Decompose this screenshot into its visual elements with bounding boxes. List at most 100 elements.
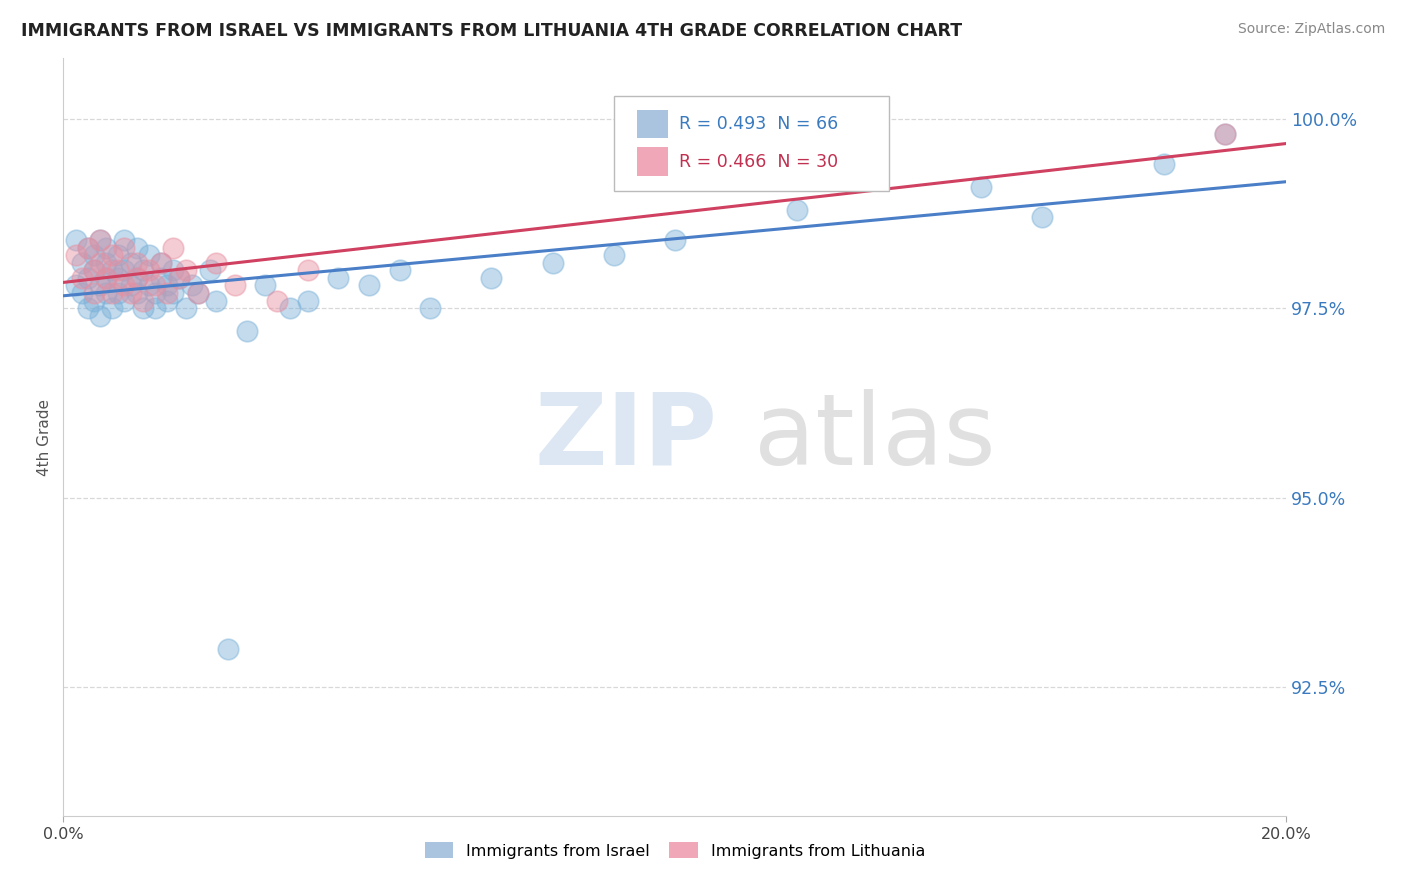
Point [156, 278, 179, 293]
Point [89, 256, 111, 270]
Point [83, 293, 105, 308]
Point [94, 271, 117, 285]
Point [162, 263, 184, 277]
Point [83, 248, 105, 262]
Point [541, 256, 564, 270]
Point [107, 271, 129, 285]
Point [297, 263, 319, 277]
Point [83, 263, 105, 277]
Point [138, 248, 160, 262]
Point [156, 286, 179, 301]
Point [357, 278, 380, 293]
Point [138, 278, 160, 293]
Point [162, 241, 184, 255]
Point [65, 233, 87, 247]
Point [180, 278, 202, 293]
Point [150, 256, 173, 270]
Point [65, 248, 87, 262]
Point [125, 271, 148, 285]
Point [162, 286, 184, 301]
Point [266, 293, 288, 308]
Text: ZIP: ZIP [534, 389, 717, 485]
Point [125, 241, 148, 255]
Point [1031, 211, 1053, 225]
Point [114, 278, 135, 293]
Point [94, 256, 117, 270]
Point [76, 271, 98, 285]
Point [150, 256, 173, 270]
Point [70, 271, 93, 285]
Point [120, 286, 142, 301]
Point [114, 293, 135, 308]
Point [278, 301, 301, 316]
Text: Source: ZipAtlas.com: Source: ZipAtlas.com [1237, 22, 1385, 37]
Point [76, 241, 98, 255]
Point [120, 278, 142, 293]
Point [174, 301, 197, 316]
Point [101, 286, 124, 301]
Point [664, 233, 686, 247]
Point [224, 278, 246, 293]
Point [150, 271, 173, 285]
Point [101, 248, 124, 262]
Legend: Immigrants from Israel, Immigrants from Lithuania: Immigrants from Israel, Immigrants from … [419, 836, 931, 865]
Point [94, 241, 117, 255]
Point [89, 309, 111, 323]
Point [107, 286, 129, 301]
Point [143, 286, 166, 301]
Point [114, 263, 135, 277]
Point [65, 278, 87, 293]
Point [125, 256, 148, 270]
Point [107, 248, 129, 262]
Point [217, 642, 239, 657]
Point [143, 278, 166, 293]
Point [70, 256, 93, 270]
Point [1215, 127, 1237, 141]
Point [89, 233, 111, 247]
Point [94, 286, 117, 301]
Point [101, 263, 124, 277]
Bar [637, 110, 668, 138]
Text: R = 0.493  N = 66: R = 0.493 N = 66 [679, 115, 838, 133]
Point [89, 233, 111, 247]
Point [143, 301, 166, 316]
Point [132, 293, 155, 308]
Point [94, 271, 117, 285]
Point [603, 248, 626, 262]
Point [187, 286, 209, 301]
Point [169, 271, 191, 285]
Point [132, 263, 155, 277]
Text: IMMIGRANTS FROM ISRAEL VS IMMIGRANTS FROM LITHUANIA 4TH GRADE CORRELATION CHART: IMMIGRANTS FROM ISRAEL VS IMMIGRANTS FRO… [21, 22, 962, 40]
Point [76, 301, 98, 316]
Point [174, 263, 197, 277]
Point [481, 271, 503, 285]
Point [125, 271, 148, 285]
Point [419, 301, 441, 316]
Point [297, 293, 319, 308]
Point [83, 286, 105, 301]
Point [83, 263, 105, 277]
Bar [637, 147, 668, 177]
Point [235, 324, 259, 338]
Text: R = 0.466  N = 30: R = 0.466 N = 30 [679, 153, 838, 171]
Point [89, 278, 111, 293]
FancyBboxPatch shape [614, 96, 889, 191]
Point [107, 263, 129, 277]
Point [120, 256, 142, 270]
Point [254, 278, 277, 293]
Point [1153, 157, 1175, 171]
Point [101, 301, 124, 316]
Point [70, 286, 93, 301]
Text: atlas: atlas [755, 389, 995, 485]
Point [198, 263, 221, 277]
Point [970, 180, 993, 194]
Point [205, 293, 228, 308]
Point [328, 271, 350, 285]
Point [786, 202, 808, 217]
Point [388, 263, 411, 277]
Point [169, 271, 191, 285]
Point [156, 293, 179, 308]
Point [187, 286, 209, 301]
Point [114, 241, 135, 255]
Point [138, 263, 160, 277]
